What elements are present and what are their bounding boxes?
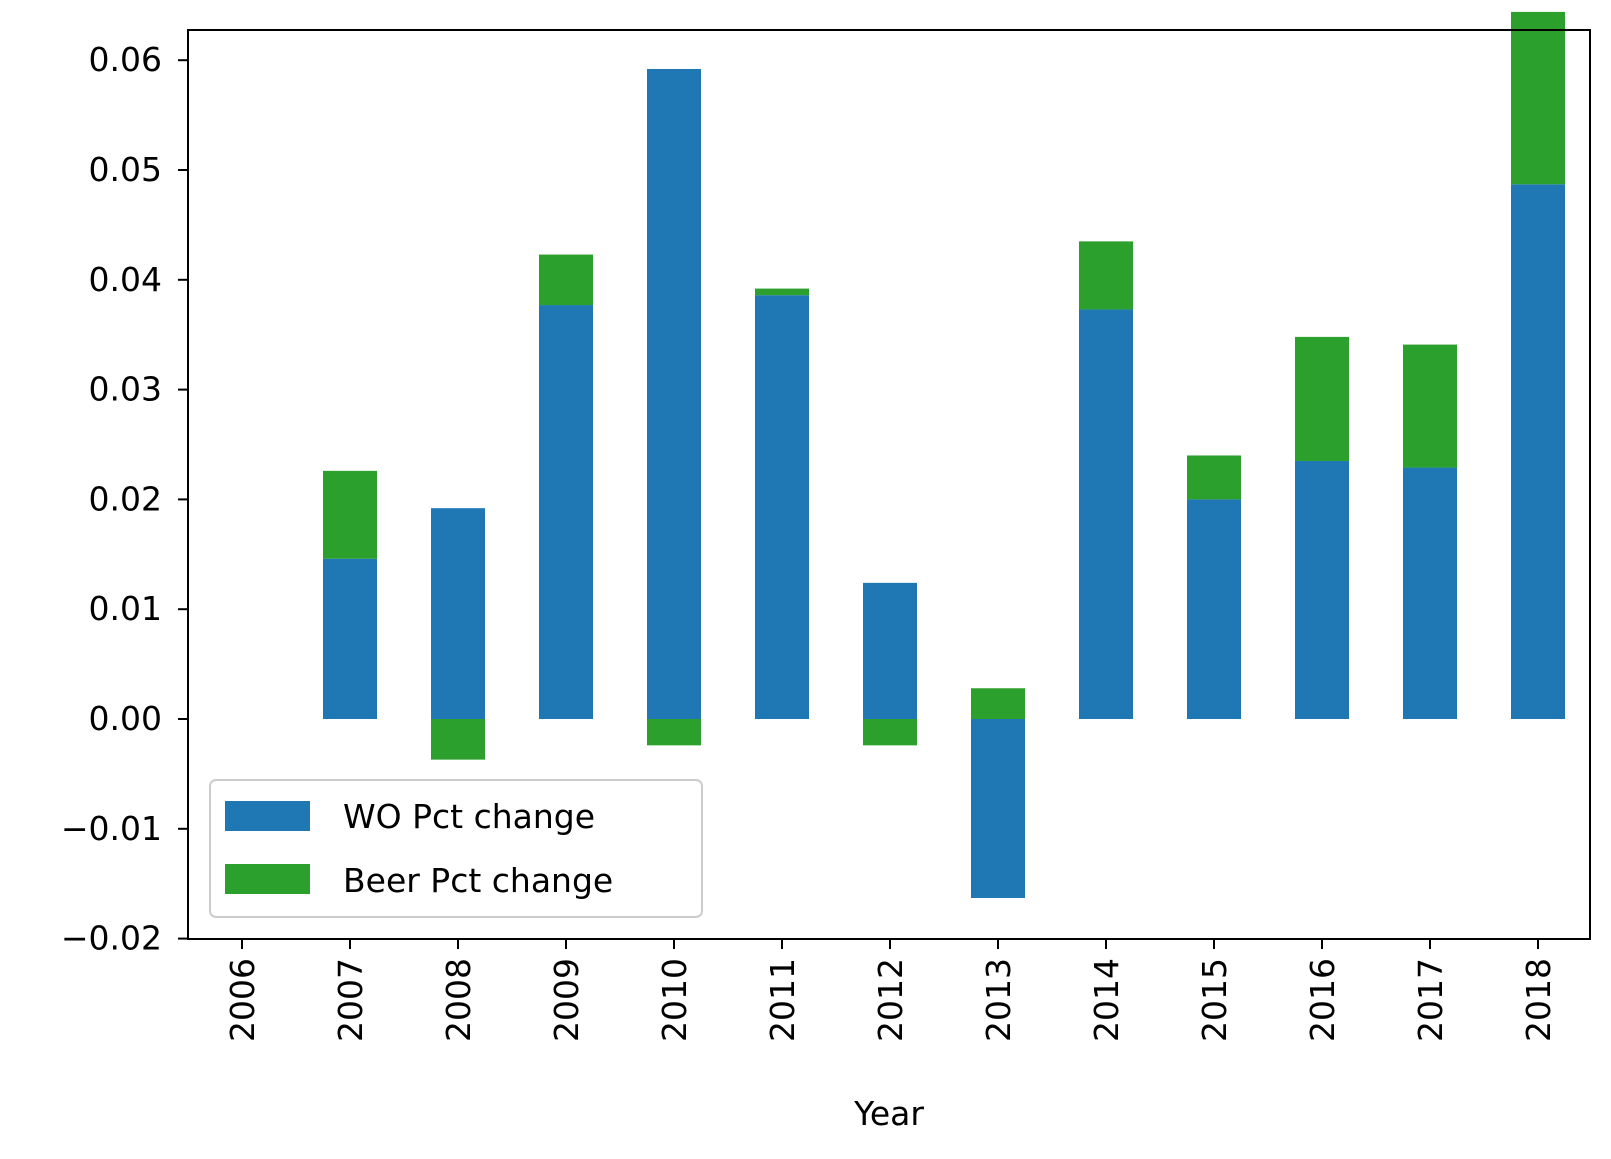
x-tick-label: 2011 [763, 958, 802, 1042]
bar-beer-2012 [863, 719, 917, 746]
bar-beer-2014 [1079, 241, 1133, 310]
bar-wo-2008 [431, 508, 485, 719]
x-tick-label: 2008 [439, 958, 478, 1042]
y-tick-label: −0.01 [61, 809, 162, 848]
y-tick-label: 0.03 [89, 370, 162, 409]
y-tick-label: 0.01 [89, 589, 162, 628]
bar-beer-2007 [323, 470, 377, 559]
bar-wo-2014 [1079, 309, 1133, 719]
y-tick-label: 0.02 [89, 479, 162, 518]
legend: WO Pct change Beer Pct change [209, 779, 703, 918]
x-tick-label: 2012 [871, 958, 910, 1042]
y-tick-label: 0.04 [89, 260, 162, 299]
x-tick-label: 2010 [655, 958, 694, 1042]
bar-wo-2018 [1511, 184, 1565, 719]
bar-wo-2017 [1403, 467, 1457, 719]
legend-label-wo: WO Pct change [343, 797, 595, 836]
bar-wo-2007 [323, 558, 377, 719]
x-tick-label: 2006 [223, 958, 262, 1042]
bar-beer-2010 [647, 719, 701, 746]
x-tick-label: 2017 [1411, 958, 1450, 1042]
y-tick-label: 0.00 [89, 699, 162, 738]
y-axis: 0.06 0.05 0.04 0.03 0.02 0.01 0.00 −0.01 −0.02 [61, 40, 188, 958]
bar-wo-2015 [1187, 499, 1241, 719]
x-tick-label: 2014 [1087, 958, 1126, 1042]
bar-wo-2010 [647, 68, 701, 720]
legend-label-beer: Beer Pct change [343, 861, 613, 900]
bars-layer [323, 11, 1565, 898]
x-tick-label: 2009 [547, 958, 586, 1042]
bar-wo-2011 [755, 295, 809, 719]
bar-beer-2017 [1403, 344, 1457, 468]
x-tick-label: 2013 [979, 958, 1018, 1042]
bar-beer-2013 [971, 688, 1025, 719]
legend-swatch-wo [225, 801, 310, 831]
x-axis: 2006 2007 2008 2009 2010 2011 2012 2013 2014 2015… [223, 939, 1558, 1042]
bar-beer-2015 [1187, 455, 1241, 500]
legend-box [209, 779, 703, 918]
x-tick-label: 2016 [1303, 958, 1342, 1042]
bar-wo-2012 [863, 582, 917, 719]
bar-wo-2009 [539, 305, 593, 719]
x-tick-label: 2015 [1195, 958, 1234, 1042]
bar-wo-2016 [1295, 460, 1349, 719]
bar-wo-2013 [971, 719, 1025, 898]
bar-beer-2011 [755, 288, 809, 296]
x-axis-label: Year [853, 1094, 924, 1133]
y-tick-label: 0.05 [89, 150, 162, 189]
bar-beer-2016 [1295, 336, 1349, 461]
y-tick-label: 0.06 [89, 40, 162, 79]
x-tick-label: 2007 [331, 958, 370, 1042]
bar-beer-2008 [431, 719, 485, 760]
legend-swatch-beer [225, 864, 310, 894]
bar-beer-2018 [1511, 11, 1565, 185]
bar-beer-2009 [539, 254, 593, 306]
y-tick-label: −0.02 [61, 919, 162, 958]
x-tick-label: 2018 [1519, 958, 1558, 1042]
